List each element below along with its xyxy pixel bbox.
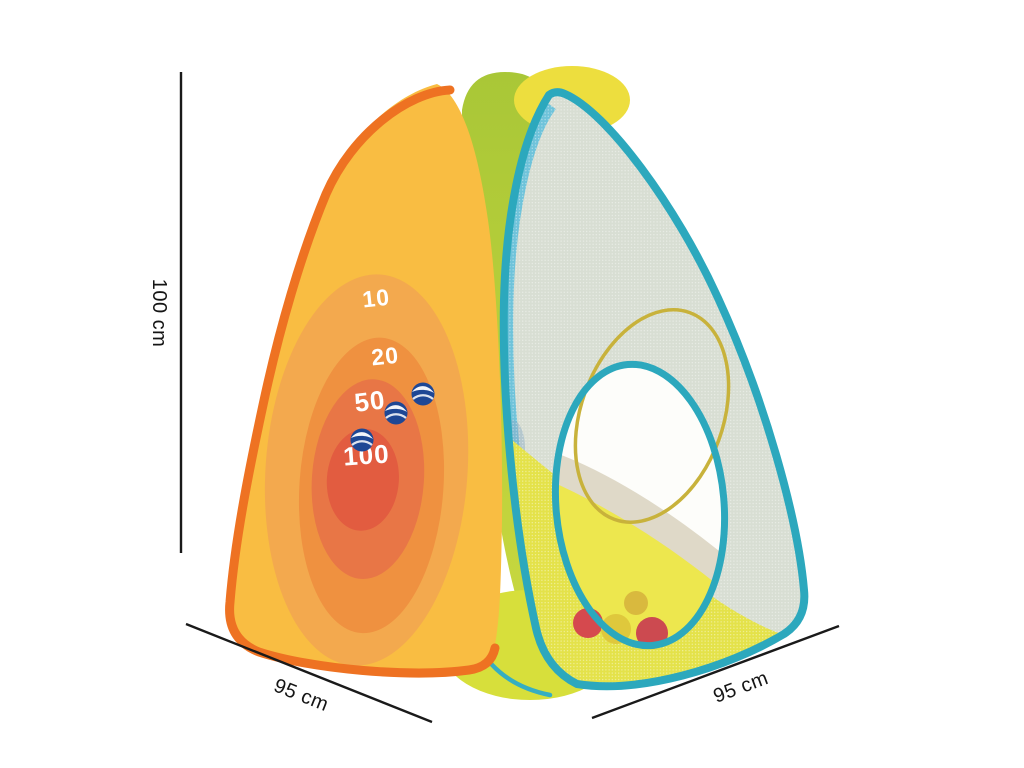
- height-dimension: 100 cm: [148, 72, 183, 553]
- base-left-dimension-line: [185, 622, 433, 724]
- hole-rim-trim: [551, 360, 729, 650]
- height-dimension-label: 100 cm: [148, 279, 170, 348]
- target-score-50: 50: [353, 384, 387, 418]
- target-ring-100: [326, 428, 399, 531]
- target-score-20: 20: [370, 342, 400, 371]
- mesh-face-trim: [499, 88, 809, 691]
- target-face: 10 20 50 100: [225, 84, 503, 678]
- sticky-ball-1: [411, 382, 435, 406]
- sticky-ball-1-stripe: [412, 386, 434, 393]
- sticky-ball-1-body: [411, 382, 435, 406]
- mesh-face: [499, 88, 809, 691]
- sticky-ball-1-stripe2: [412, 394, 434, 400]
- target-face-trim: [225, 85, 500, 678]
- sticky-ball-3-stripe: [351, 432, 373, 439]
- base-right-dimension-line: [591, 624, 840, 720]
- target-rings: [264, 274, 469, 666]
- sticky-ball-2-stripe2: [385, 413, 407, 419]
- target-score-10: 10: [361, 284, 391, 313]
- sticky-ball-2-stripe: [385, 405, 407, 412]
- sticky-ball-3: [350, 428, 374, 452]
- sticky-ball-3-body: [350, 428, 374, 452]
- mesh-face-inner: [503, 92, 805, 687]
- pit-ball-yellow-back: [624, 591, 648, 615]
- sticky-ball-2-body: [384, 401, 408, 425]
- sticky-ball-3-stripe2: [351, 440, 373, 446]
- sticky-ball-2: [384, 401, 408, 425]
